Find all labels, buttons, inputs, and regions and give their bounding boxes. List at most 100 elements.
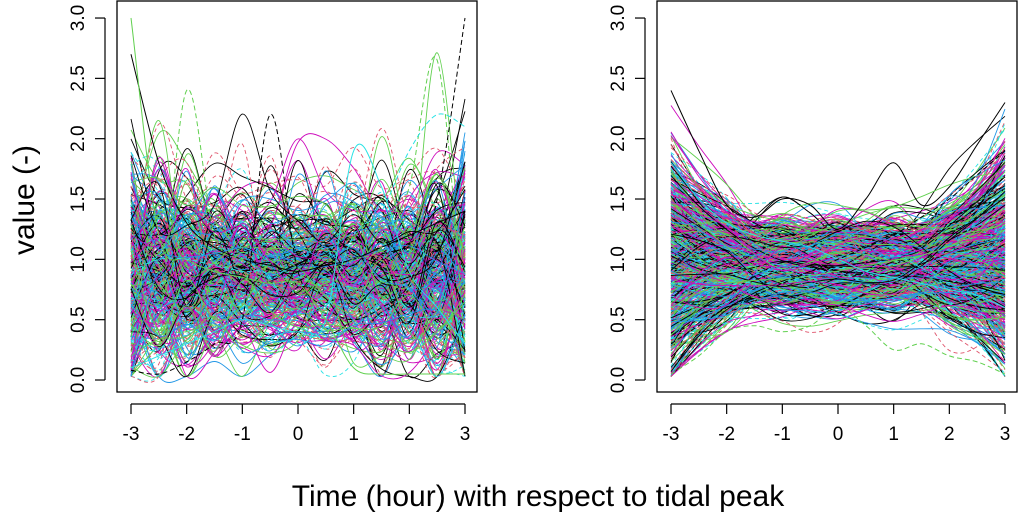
left-series-line	[130, 168, 466, 283]
right-series-line	[670, 191, 1006, 297]
right-series-line	[670, 233, 1006, 282]
right-series-line	[670, 229, 1006, 294]
left-series-line	[130, 271, 466, 373]
left-series-line	[130, 297, 466, 371]
right-series-line	[670, 193, 1006, 238]
left-panel-y-axis: 0.0 0.5 1.0 1.5 2.0 2.5 3.0	[68, 5, 106, 393]
left-series-line	[130, 177, 466, 263]
left-series-line	[130, 17, 466, 375]
left-series-line	[130, 252, 466, 348]
left-series-line	[130, 217, 466, 302]
left-series-line	[130, 158, 466, 285]
left-series-line	[130, 179, 466, 275]
right-x-tick-label: 1	[888, 424, 899, 445]
left-series-line	[130, 279, 466, 352]
left-series-line	[130, 287, 466, 377]
left-series-line	[130, 202, 466, 343]
right-y-tick-label: 3.0	[608, 5, 629, 31]
right-series-line	[670, 263, 1006, 320]
left-series-line	[130, 203, 466, 290]
left-series-line	[130, 254, 466, 356]
left-series-line	[130, 165, 466, 352]
left-series-line	[130, 150, 466, 311]
right-series-line	[670, 209, 1006, 342]
right-series-line	[670, 197, 1006, 288]
right-series-line	[670, 272, 1006, 365]
right-y-tick-label: 2.5	[608, 65, 629, 91]
left-series-line	[130, 236, 466, 310]
right-series-line	[670, 220, 1006, 279]
left-series-line	[130, 275, 466, 377]
left-x-tick-label: -3	[123, 424, 140, 445]
x-axis-title: Time (hour) with respect to tidal peak	[292, 480, 785, 513]
right-series-line	[670, 258, 1006, 318]
left-series-line	[130, 204, 466, 280]
left-series-line	[130, 174, 466, 259]
right-series-line	[670, 251, 1006, 332]
left-x-tick-label: -1	[234, 424, 251, 445]
left-series-line	[130, 229, 466, 347]
right-series-line	[670, 193, 1006, 336]
right-series-line	[670, 216, 1006, 324]
right-series-line	[670, 227, 1006, 326]
left-series-line	[130, 231, 466, 378]
left-series-line	[130, 271, 466, 377]
left-series-line	[130, 233, 466, 359]
right-x-tick-label: 3	[1000, 424, 1011, 445]
left-series-line	[130, 113, 466, 244]
left-series-line	[130, 229, 466, 302]
left-series-line	[130, 254, 466, 331]
right-series-line	[670, 249, 1006, 296]
right-y-tick-label: 1.5	[608, 186, 629, 212]
left-series-line	[130, 253, 466, 377]
left-series-line	[130, 219, 466, 292]
left-y-tick-label: 1.5	[68, 186, 89, 212]
left-x-tick-label: 1	[348, 424, 359, 445]
left-panel-frame	[116, 0, 478, 393]
right-series-line	[670, 223, 1006, 310]
left-y-tick-label: 0.5	[68, 306, 89, 332]
left-series-line	[130, 292, 466, 343]
right-panel-y-axis: 0.0 0.5 1.0 1.5 2.0 2.5 3.0	[608, 5, 646, 393]
left-series-line	[130, 173, 466, 280]
left-series-line	[130, 210, 466, 308]
right-series-line	[670, 281, 1006, 322]
left-series-line	[130, 235, 466, 321]
right-series-line	[670, 138, 1006, 312]
right-y-tick-label: 1.0	[608, 246, 629, 272]
right-series-line	[670, 207, 1006, 267]
right-series-line	[670, 192, 1006, 328]
right-series-line	[670, 163, 1006, 306]
left-y-tick-label: 2.5	[68, 65, 89, 91]
right-y-tick-label: 0.0	[608, 367, 629, 393]
left-x-tick-label: 2	[404, 424, 415, 445]
left-series-line	[130, 128, 466, 295]
left-series-line	[130, 216, 466, 301]
left-series-line	[130, 187, 466, 268]
right-series-line	[670, 234, 1006, 298]
right-panel-x-axis: -3 -2 -1 0 1 2 3	[663, 403, 1011, 445]
right-series-line	[670, 255, 1006, 297]
left-series-line	[130, 220, 466, 346]
left-series-line	[130, 113, 466, 345]
left-series-line	[130, 220, 466, 312]
right-series-line	[670, 201, 1006, 286]
right-series-line	[670, 194, 1006, 344]
right-series-line	[670, 262, 1006, 337]
left-series-line	[130, 228, 466, 377]
left-y-tick-label: 2.0	[68, 125, 89, 151]
left-series-line	[130, 201, 466, 318]
left-series-line	[130, 212, 466, 278]
left-series-line	[130, 221, 466, 361]
left-series-line	[130, 223, 466, 290]
right-x-tick-label: -1	[774, 424, 791, 445]
right-series-line	[670, 150, 1006, 345]
right-series-line	[670, 238, 1006, 286]
right-series-line	[670, 258, 1006, 340]
right-y-tick-label: 2.0	[608, 125, 629, 151]
left-y-tick-label: 1.0	[68, 246, 89, 272]
right-series-line	[670, 244, 1006, 302]
right-series-line	[670, 224, 1006, 303]
right-series-line	[670, 229, 1006, 303]
left-x-tick-label: 0	[293, 424, 304, 445]
